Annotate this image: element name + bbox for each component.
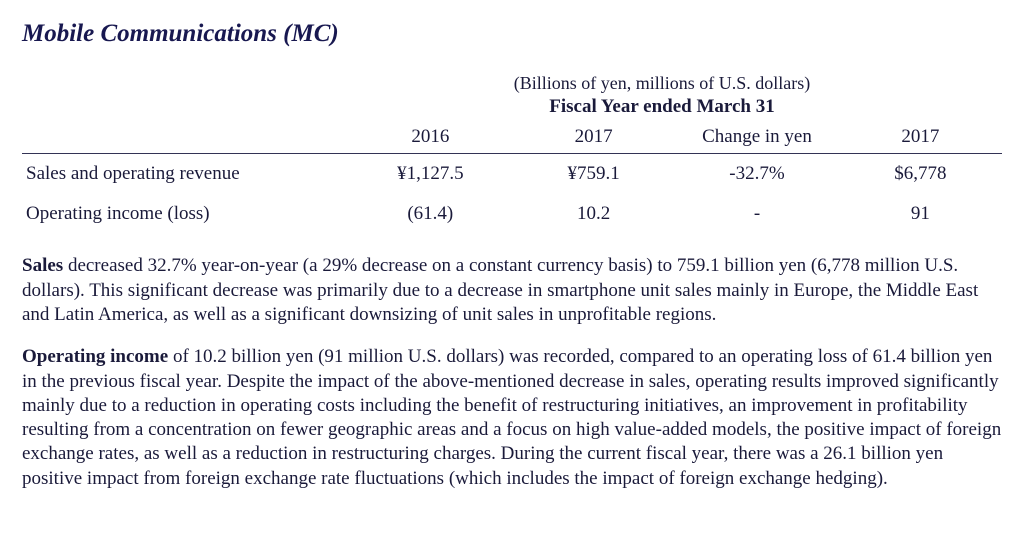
- paragraph-opincome: Operating income of 10.2 billion yen (91…: [22, 345, 1002, 491]
- cell: -: [675, 194, 838, 234]
- cell: ¥759.1: [512, 153, 675, 194]
- col-change: Change in yen: [675, 121, 838, 153]
- period-header: Fiscal Year ended March 31: [322, 95, 1002, 119]
- paragraph-sales: Sales decreased 32.7% year-on-year (a 29…: [22, 254, 1002, 327]
- col-blank: [22, 121, 349, 153]
- section-title: Mobile Communications (MC): [22, 18, 1002, 50]
- row-label-opincome: Operating income (loss): [22, 194, 349, 234]
- paragraph-lead: Operating income: [22, 346, 168, 367]
- financial-table: 2016 2017 Change in yen 2017 Sales and o…: [22, 121, 1002, 234]
- cell: $6,778: [839, 153, 1002, 194]
- cell: 10.2: [512, 194, 675, 234]
- cell: (61.4): [349, 194, 512, 234]
- col-2016: 2016: [349, 121, 512, 153]
- table-row: Operating income (loss) (61.4) 10.2 - 91: [22, 194, 1002, 234]
- cell: 91: [839, 194, 1002, 234]
- row-label-sales: Sales and operating revenue: [22, 153, 349, 194]
- cell: ¥1,127.5: [349, 153, 512, 194]
- col-2017-usd: 2017: [839, 121, 1002, 153]
- paragraph-body: decreased 32.7% year-on-year (a 29% decr…: [22, 255, 978, 325]
- table-row: Sales and operating revenue ¥1,127.5 ¥75…: [22, 153, 1002, 194]
- units-note: (Billions of yen, millions of U.S. dolla…: [322, 72, 1002, 95]
- paragraph-body: of 10.2 billion yen (91 million U.S. dol…: [22, 346, 1001, 489]
- col-2017-yen: 2017: [512, 121, 675, 153]
- cell: -32.7%: [675, 153, 838, 194]
- table-header-row: 2016 2017 Change in yen 2017: [22, 121, 1002, 153]
- paragraph-lead: Sales: [22, 255, 63, 276]
